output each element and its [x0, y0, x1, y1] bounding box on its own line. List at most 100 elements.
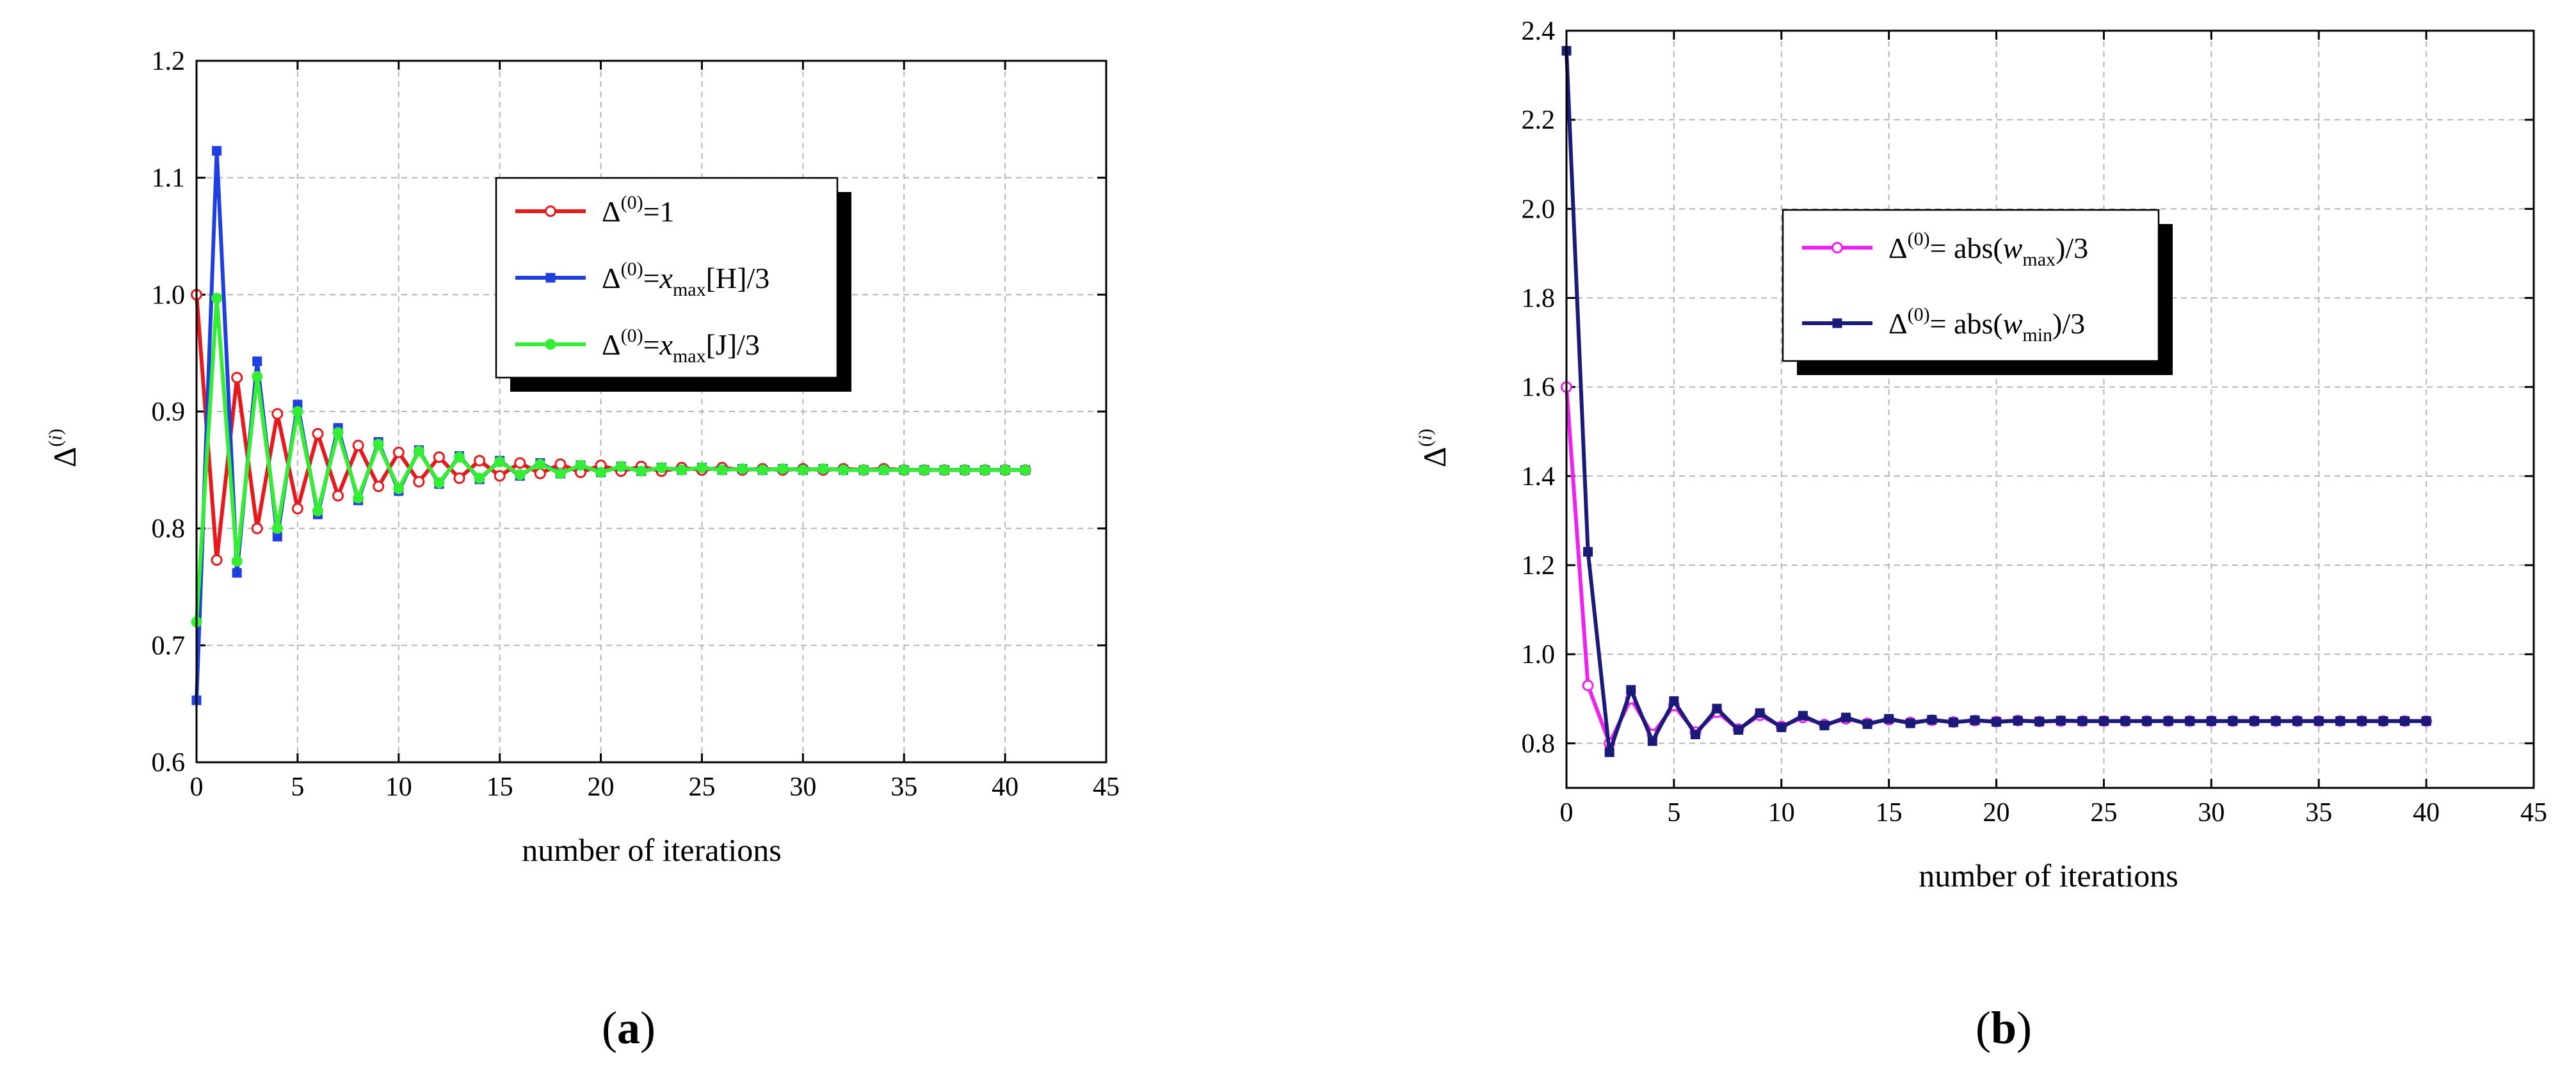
data-point [211, 292, 223, 304]
data-point [1948, 717, 1958, 728]
data-point [1970, 715, 1980, 725]
data-point [1884, 714, 1894, 724]
y-axis-label: Δ(i) [1415, 429, 1453, 468]
legend-text-part: =1 [643, 195, 675, 228]
panel-label-letter: a [617, 1002, 640, 1053]
legend-entry: Δ(0)=1 [602, 192, 675, 228]
data-point [2077, 716, 2088, 726]
data-point [938, 464, 950, 476]
panel-label-paren: ) [640, 1002, 656, 1053]
legend: Δ(0)=1Δ(0)=xmax[H]/3Δ(0)=xmax[J]/3 [495, 177, 851, 392]
legend-text-part: Δ [1888, 307, 1908, 340]
y-tick-label: 1.8 [1522, 284, 1556, 314]
data-point [817, 463, 829, 475]
y-axis-label-superscript: ( [1415, 440, 1436, 447]
data-point [211, 554, 223, 566]
data-point [979, 464, 991, 476]
data-point [2335, 716, 2346, 726]
y-tick-label: 1.0 [1522, 640, 1556, 669]
legend-text-part: = abs( [1930, 232, 2003, 264]
plot-frame [1565, 29, 2535, 789]
data-point [494, 470, 506, 482]
data-point [1841, 712, 1851, 723]
panel-label-letter: b [1991, 1002, 2017, 1053]
data-point [2314, 716, 2324, 726]
data-point [454, 451, 465, 463]
x-tick-label: 40 [992, 773, 1018, 802]
data-point [433, 451, 445, 463]
data-point [1582, 679, 1594, 691]
legend-subscript: max [673, 346, 706, 367]
x-tick-label: 30 [789, 773, 816, 802]
y-tick-label: 2.2 [1522, 106, 1556, 135]
data-point [797, 464, 809, 476]
x-tick-label: 5 [1667, 798, 1680, 828]
data-point [212, 146, 222, 156]
data-point [474, 454, 486, 467]
data-point [999, 464, 1011, 476]
data-point [373, 438, 384, 450]
data-point [2034, 716, 2045, 726]
x-tick-label: 5 [291, 773, 304, 802]
y-tick-label: 1.0 [152, 280, 186, 310]
x-tick-label: 20 [588, 773, 615, 802]
data-point [615, 461, 627, 472]
y-tick-label: 0.7 [152, 631, 186, 661]
data-point [716, 464, 728, 476]
data-point [1604, 747, 1614, 757]
x-tick-label: 10 [1768, 798, 1795, 828]
legend-superscript: (0) [621, 325, 643, 346]
data-point [2378, 716, 2388, 726]
data-point [2206, 716, 2216, 726]
data-point [919, 464, 930, 476]
y-axis-label-superscript: i [45, 435, 66, 440]
y-tick-label: 0.8 [1522, 729, 1556, 758]
legend-box [1782, 209, 2160, 362]
legend-subscript: max [673, 279, 706, 300]
data-point [837, 464, 849, 476]
data-point [1992, 717, 2002, 727]
data-point [433, 477, 445, 488]
chart-b: 0 5 10 15 20 25 30 35 40 45 0.8 1.0 1.2 1.4 1.6 1.8 2.0 2… [1415, 17, 2547, 1053]
legend-text-part: )/3 [2052, 307, 2085, 340]
legend-variable: w [2003, 232, 2023, 264]
data-point [1647, 736, 1657, 746]
data-point [1020, 464, 1031, 476]
x-tick-label: 15 [487, 773, 513, 802]
legend-text-part: = [643, 328, 660, 361]
legend-superscript: (0) [621, 192, 643, 213]
legend-swatch-marker [1831, 242, 1843, 253]
panel-label-paren: ( [602, 1002, 617, 1053]
data-point [393, 483, 405, 495]
legend-superscript: (0) [1908, 228, 1930, 250]
data-point [271, 523, 283, 534]
data-point [777, 463, 789, 475]
data-point [272, 531, 282, 541]
data-point [1927, 715, 1937, 725]
data-point [231, 372, 243, 384]
y-tick-label: 1.2 [152, 47, 186, 76]
data-point [535, 458, 546, 470]
legend-superscript: (0) [621, 259, 643, 280]
data-point [474, 472, 485, 484]
data-point [2056, 716, 2066, 726]
data-point [292, 406, 303, 417]
data-point [1755, 708, 1765, 718]
legend-entry: Δ(0)= abs(wmin)/3 [1888, 304, 2085, 346]
data-point [514, 457, 526, 469]
legend-text-part: [H]/3 [706, 262, 770, 294]
x-tick-label: 0 [190, 773, 204, 802]
y-axis-label: Δ(i) [45, 429, 83, 468]
data-point [2098, 716, 2109, 726]
data-point [413, 445, 424, 457]
panel-label: (a) [602, 1002, 656, 1053]
legend: Δ(0)= abs(wmax)/3Δ(0)= abs(wmin)/3 [1782, 209, 2173, 375]
data-point [413, 476, 425, 488]
legend-swatch-marker [545, 339, 556, 350]
data-point [332, 427, 344, 438]
legend-text-part: Δ [602, 328, 621, 361]
data-point [534, 467, 546, 479]
x-tick-label: 45 [1093, 773, 1120, 802]
data-point [554, 458, 567, 470]
legend-variable: x [659, 262, 673, 294]
